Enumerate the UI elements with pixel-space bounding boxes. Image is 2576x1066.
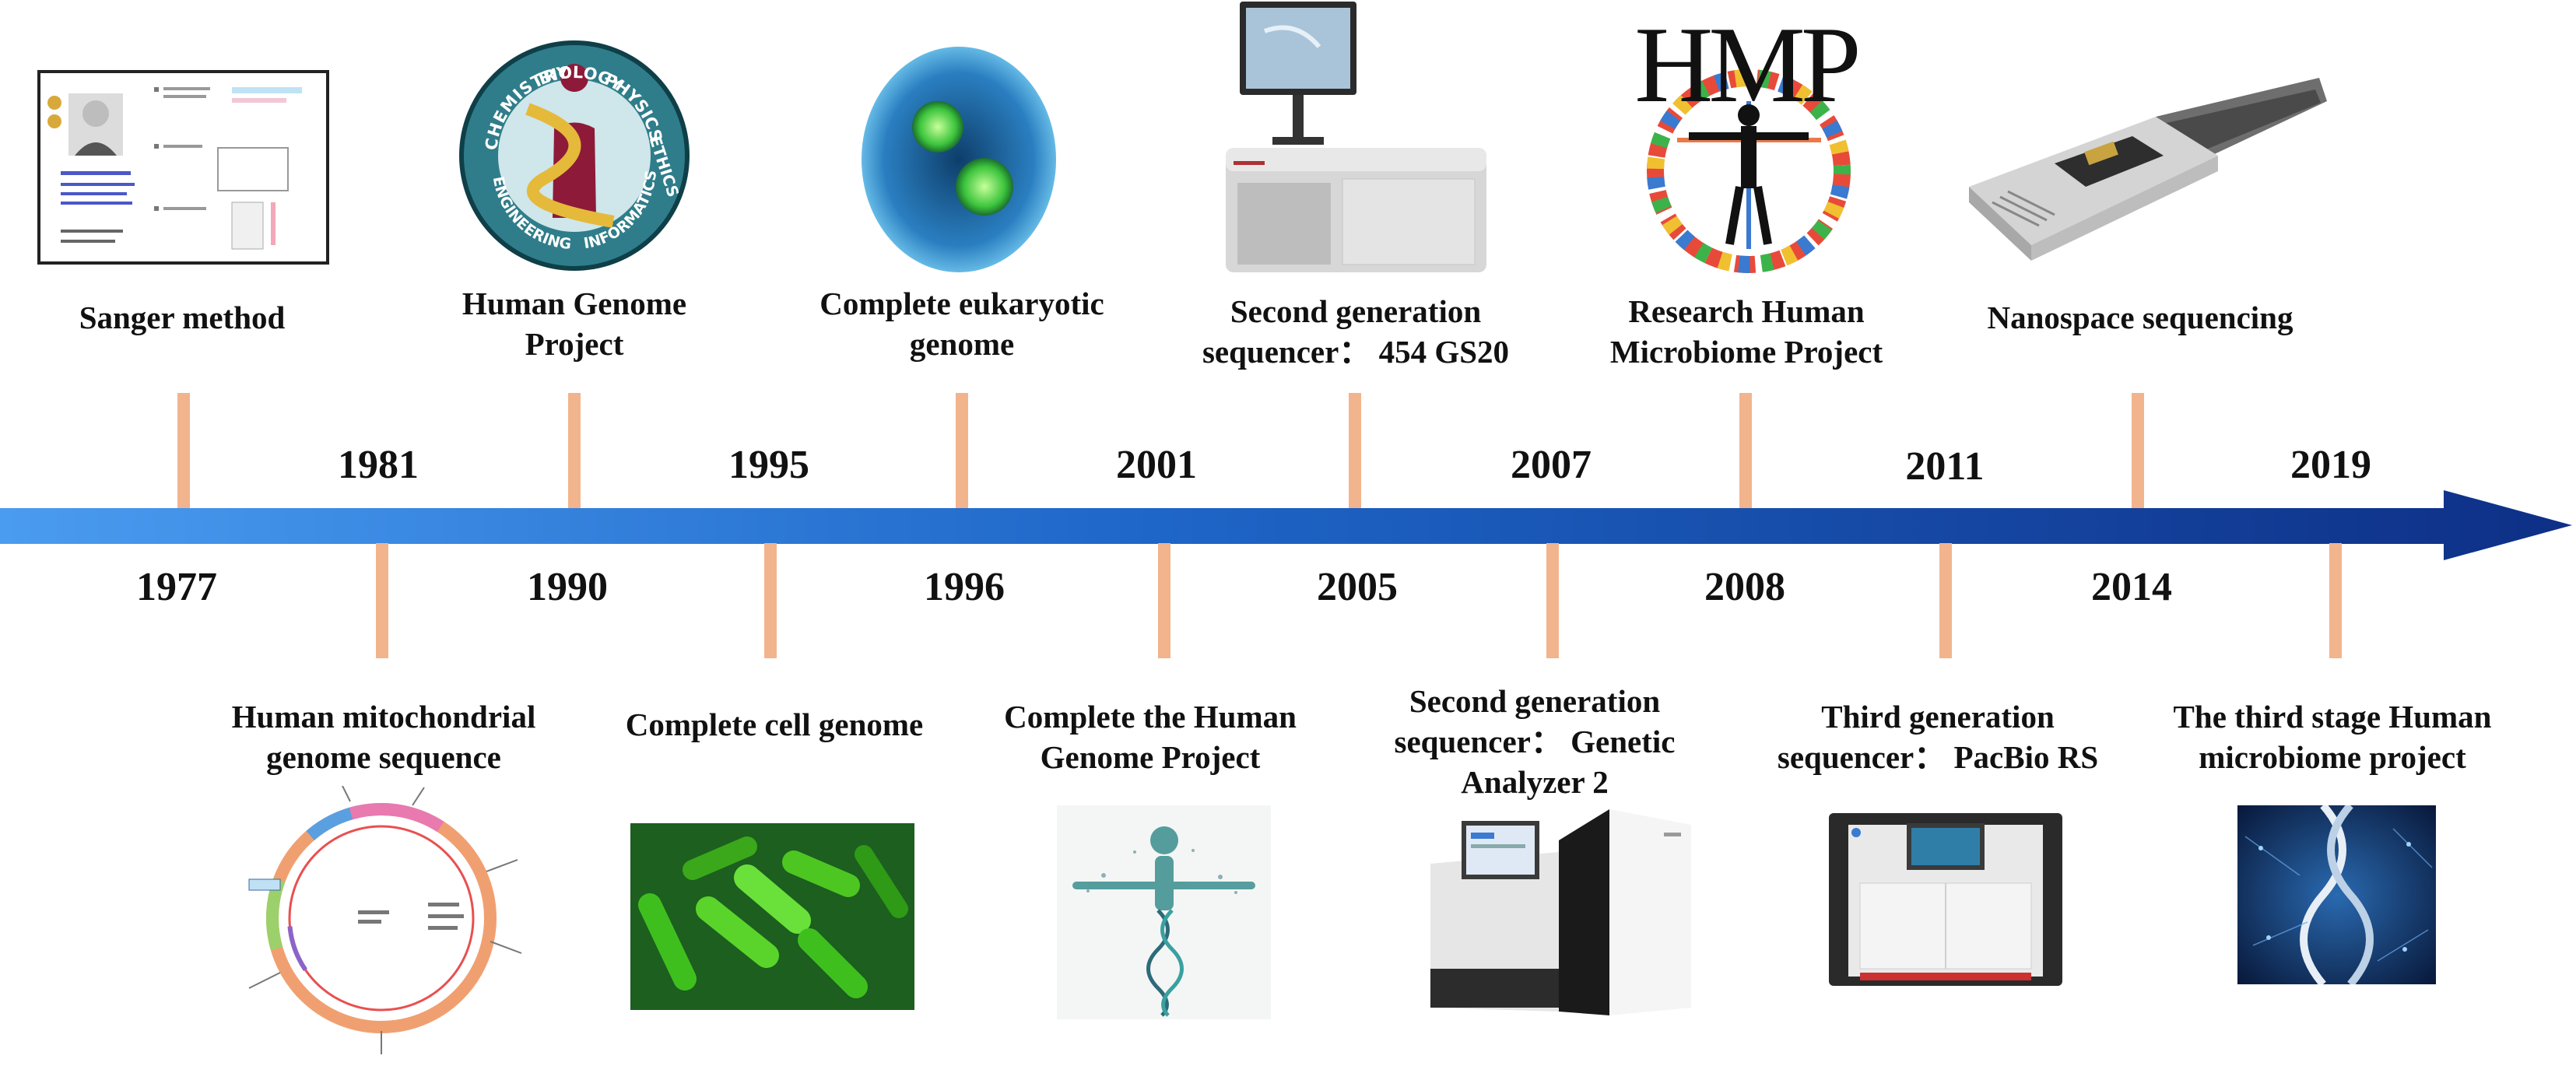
year-2007: 2007 — [1511, 443, 1592, 487]
tick-1981 — [177, 393, 190, 508]
event-label-second-generation-genetic-analyzer: Second generation sequencer： Genetic Ana… — [1394, 683, 1676, 800]
year-2019: 2019 — [2290, 443, 2371, 487]
tick-1990 — [764, 543, 777, 658]
hmp-logo-icon: HMP — [1603, 5, 1887, 276]
eukaryotic-cell-icon — [856, 43, 1062, 276]
event-label-third-generation-pacbio: Third generation sequencer： PacBio RS — [1777, 699, 2099, 775]
tick-2011 — [1739, 393, 1752, 508]
year-1977: 1977 — [136, 565, 217, 609]
event-label-human-mitochondrial-genome: Human mitochondrial genome sequence — [231, 699, 536, 775]
event-label-human-genome-project: Human Genome Project — [462, 286, 687, 362]
nanopore-device-icon — [1961, 70, 2327, 265]
mito-genome-map-icon — [233, 785, 529, 1062]
hmp-logo-text: HMP — [1634, 23, 1858, 125]
pacbio-sequencer-icon — [1825, 809, 2066, 990]
event-label-second-generation-454: Second generation sequencer： 454 GS20 — [1202, 293, 1510, 370]
bacteria-icon — [630, 823, 914, 1010]
tick-2008 — [1939, 543, 1952, 658]
hgp-logo-icon: CHEMISTRY BIOLOGY PHYSICS ETHICS ENGINEE… — [458, 39, 691, 272]
year-2005: 2005 — [1317, 565, 1398, 609]
tick-1995 — [568, 393, 581, 508]
year-2008: 2008 — [1704, 565, 1785, 609]
dna-helix-icon — [2237, 802, 2436, 987]
event-label-nanospace-sequencing: Nanospace sequencing — [1987, 300, 2293, 335]
sanger-portrait-icon — [37, 70, 329, 265]
year-2001: 2001 — [1116, 443, 1197, 487]
year-1981: 1981 — [338, 443, 419, 487]
event-label-complete-cell-genome: Complete cell genome — [625, 707, 924, 742]
event-label-complete-eukaryotic-genome: Complete eukaryotic genome — [819, 286, 1104, 362]
tick-1977 — [376, 543, 388, 658]
tick-2001 — [956, 393, 968, 508]
sequencer-454-icon — [1218, 0, 1490, 276]
year-1996: 1996 — [924, 565, 1005, 609]
year-1995: 1995 — [728, 443, 809, 487]
tick-2007 — [1349, 393, 1361, 508]
timeline-arrow — [0, 490, 2572, 560]
event-label-sanger-method: Sanger method — [79, 300, 286, 335]
year-2011: 2011 — [1905, 444, 1985, 489]
year-2014: 2014 — [2091, 565, 2172, 609]
tick-2005 — [1546, 543, 1559, 658]
event-label-third-stage-human-microbiome: The third stage Human microbiome project — [2173, 699, 2492, 775]
year-1990: 1990 — [527, 565, 608, 609]
event-label-complete-human-genome-project: Complete the Human Genome Project — [1004, 699, 1297, 775]
genome-analyzer-icon — [1415, 809, 1695, 1015]
tick-1996 — [1158, 543, 1170, 658]
tick-2014 — [2329, 543, 2342, 658]
event-label-research-human-microbiome: Research Human Microbiome Project — [1609, 293, 1883, 370]
dna-human-figure-icon — [1057, 805, 1271, 1019]
tick-2019 — [2132, 393, 2144, 508]
